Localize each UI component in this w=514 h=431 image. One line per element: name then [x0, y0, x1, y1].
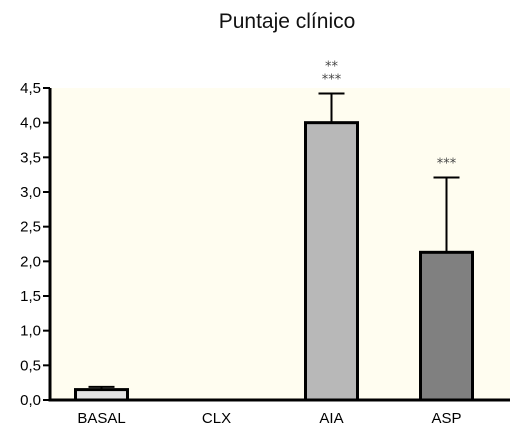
y-tick-label: 2,5: [20, 219, 41, 236]
x-tick-label: BASAL: [77, 410, 125, 427]
y-tick-label: 2,0: [20, 253, 41, 270]
y-tick-label: 1,5: [20, 288, 41, 305]
y-tick-label: 0,5: [20, 357, 41, 374]
y-tick-label: 3,0: [20, 184, 41, 201]
significance-marker: **: [325, 60, 339, 75]
y-tick-label: 3,5: [20, 149, 41, 166]
bar-aia: [304, 121, 359, 402]
significance-annotations: ********: [322, 60, 457, 172]
significance-marker: ***: [322, 73, 342, 88]
x-tick-label: ASP: [431, 410, 461, 427]
y-tick-label: 1,0: [20, 323, 41, 340]
x-axis-labels: BASAL CLX AIA ASP: [77, 410, 461, 427]
error-bars: [88, 92, 460, 390]
y-tick-label: 4,5: [20, 80, 41, 97]
bar-asp: [419, 250, 474, 402]
significance-marker: ***: [437, 156, 457, 171]
y-tick-label: 0,0: [20, 392, 41, 409]
bar-basal: [74, 388, 129, 402]
x-tick-label: AIA: [319, 410, 343, 427]
chart-title: Puntaje clínico: [219, 10, 356, 33]
x-tick-label: CLX: [202, 410, 231, 427]
y-tick-label: 4,0: [20, 115, 41, 132]
y-axis-ticks: 0,0 0,5 1,0 1,5 2,0 2,5 3,0 3,5 4,0 4,5: [20, 80, 50, 409]
